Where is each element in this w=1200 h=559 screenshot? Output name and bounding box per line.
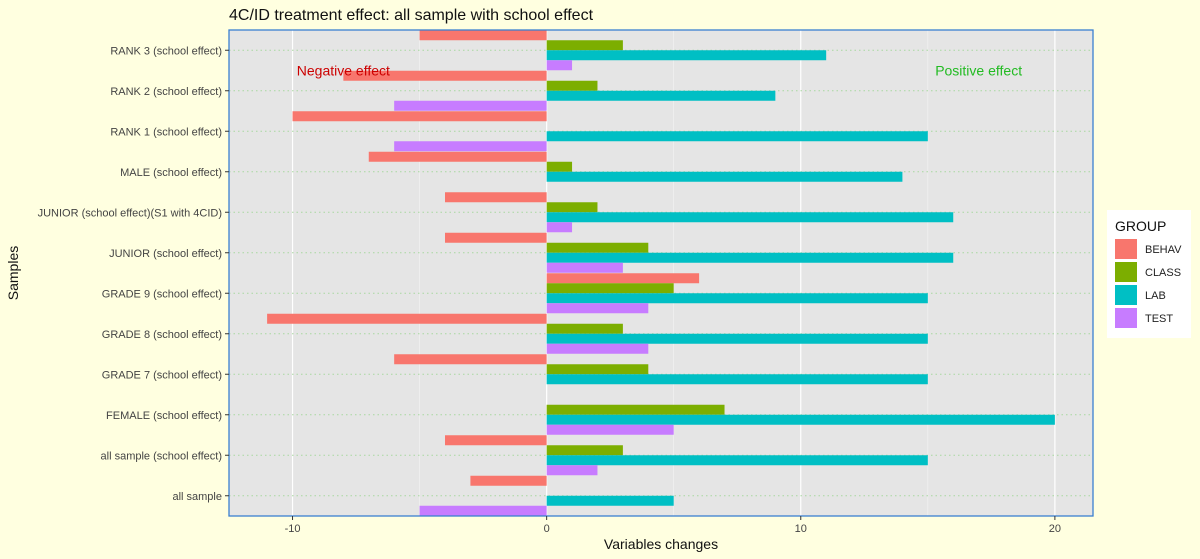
y-tick-label: JUNIOR (school effect): [109, 248, 222, 260]
legend-label: CLASS: [1145, 267, 1181, 279]
bar-behav: [267, 313, 547, 324]
y-axis-label: Samples: [5, 246, 21, 300]
bar-lab: [546, 455, 928, 466]
bar-class: [546, 40, 623, 51]
bar-test: [546, 303, 649, 314]
bar-lab: [546, 171, 903, 182]
bar-behav: [470, 475, 547, 486]
legend-label: TEST: [1145, 313, 1173, 325]
bar-behav: [368, 151, 547, 162]
legend-swatch-class: [1115, 262, 1137, 282]
annotation-label: Positive effect: [935, 62, 1022, 78]
bar-lab: [546, 90, 776, 101]
bar-behav: [343, 70, 547, 81]
y-tick-label: FEMALE (school effect): [106, 410, 222, 422]
legend-label: LAB: [1145, 290, 1166, 302]
legend-swatch-behav: [1115, 239, 1137, 259]
annotation-layer: Negative effect Positive effect: [297, 62, 1022, 78]
bar-lab: [546, 252, 954, 263]
bar-test: [546, 343, 649, 354]
plot-panel: [229, 30, 1093, 516]
bar-class: [546, 202, 598, 213]
bars-layer: [267, 30, 1055, 516]
x-tick-label: 20: [1049, 523, 1061, 535]
bar-test: [546, 60, 573, 71]
annotation-label: Negative effect: [297, 62, 390, 78]
y-tick-label: GRADE 9 (school effect): [102, 288, 222, 300]
y-tick-label: GRADE 8 (school effect): [102, 329, 222, 341]
axis-layer: -10 0 10 20 all sample all sample (school eff…: [38, 45, 1061, 535]
bar-test: [546, 222, 573, 233]
bar-lab: [546, 212, 954, 223]
legend-swatch-test: [1115, 308, 1137, 328]
bar-test: [546, 424, 674, 435]
bar-lab: [546, 374, 928, 385]
legend: GROUP BEHAV CLASS LAB TEST: [1107, 210, 1191, 338]
plot-border: [228, 29, 1094, 517]
bar-test: [419, 505, 547, 516]
bar-lab: [546, 293, 928, 304]
legend-label: BEHAV: [1145, 244, 1182, 256]
bar-class: [546, 323, 623, 334]
bar-test: [394, 141, 547, 152]
bar-lab: [546, 50, 827, 61]
x-axis-label: Variables changes: [604, 536, 718, 552]
bar-class: [546, 445, 623, 456]
chart-title: 4C/ID treatment effect: all sample with …: [229, 7, 594, 24]
bar-class: [546, 283, 674, 294]
y-tick-label: RANK 1 (school effect): [110, 126, 222, 138]
y-tick-label: RANK 3 (school effect): [110, 45, 222, 57]
y-tick-label: all sample: [172, 491, 222, 503]
bar-class: [546, 364, 649, 375]
bar-behav: [394, 354, 547, 365]
x-tick-label: 10: [795, 523, 807, 535]
x-tick-label: -10: [285, 523, 301, 535]
y-tick-label: JUNIOR (school effect)(S1 with 4CID): [38, 207, 222, 219]
legend-title: GROUP: [1115, 218, 1166, 234]
bar-class: [546, 242, 649, 253]
bar-class: [546, 80, 598, 91]
bar-class: [546, 161, 573, 172]
x-tick-label: 0: [544, 523, 550, 535]
bar-behav: [445, 232, 547, 243]
bar-test: [546, 262, 623, 273]
y-tick-label: GRADE 7 (school effect): [102, 369, 222, 381]
y-tick-label: RANK 2 (school effect): [110, 86, 222, 98]
bar-lab: [546, 131, 928, 142]
y-tick-label: MALE (school effect): [120, 167, 222, 179]
legend-items: BEHAV CLASS LAB TEST: [1115, 239, 1182, 328]
bar-behav: [445, 192, 547, 203]
bar-class: [546, 404, 725, 415]
bar-lab: [546, 495, 674, 506]
bar-behav: [292, 111, 547, 122]
bar-behav: [419, 30, 547, 41]
legend-swatch-lab: [1115, 285, 1137, 305]
bar-lab: [546, 414, 1055, 425]
bar-behav: [546, 273, 700, 284]
bar-test: [394, 100, 547, 111]
bar-test: [546, 465, 598, 476]
bar-behav: [445, 435, 547, 446]
bar-lab: [546, 333, 928, 344]
y-tick-label: all sample (school effect): [101, 450, 222, 462]
